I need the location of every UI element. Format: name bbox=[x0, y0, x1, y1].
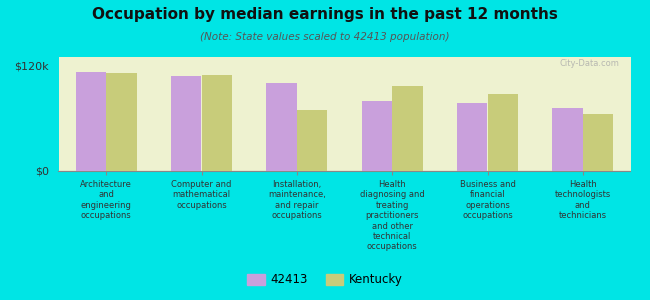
Text: Health
diagnosing and
treating
practitioners
and other
technical
occupations: Health diagnosing and treating practitio… bbox=[360, 180, 424, 251]
Bar bbox=[75, 72, 106, 171]
Text: (Note: State values scaled to 42413 population): (Note: State values scaled to 42413 popu… bbox=[200, 32, 450, 41]
Bar bbox=[361, 101, 392, 171]
Text: Business and
financial
operations
occupations: Business and financial operations occupa… bbox=[460, 180, 515, 220]
Legend: 42413, Kentucky: 42413, Kentucky bbox=[242, 269, 408, 291]
Bar bbox=[202, 74, 232, 171]
Bar bbox=[583, 114, 614, 171]
Text: Architecture
and
engineering
occupations: Architecture and engineering occupations bbox=[80, 180, 132, 220]
Text: Health
technologists
and
technicians: Health technologists and technicians bbox=[554, 180, 611, 220]
Bar bbox=[488, 94, 518, 171]
Bar bbox=[297, 110, 328, 171]
Bar bbox=[552, 108, 583, 171]
Bar bbox=[106, 73, 136, 171]
Text: Installation,
maintenance,
and repair
occupations: Installation, maintenance, and repair oc… bbox=[268, 180, 326, 220]
Text: City-Data.com: City-Data.com bbox=[559, 59, 619, 68]
Bar bbox=[392, 86, 422, 171]
Text: Computer and
mathematical
occupations: Computer and mathematical occupations bbox=[172, 180, 231, 210]
Bar bbox=[171, 76, 202, 171]
Text: Occupation by median earnings in the past 12 months: Occupation by median earnings in the pas… bbox=[92, 8, 558, 22]
Bar bbox=[266, 83, 297, 171]
Bar bbox=[457, 103, 488, 171]
